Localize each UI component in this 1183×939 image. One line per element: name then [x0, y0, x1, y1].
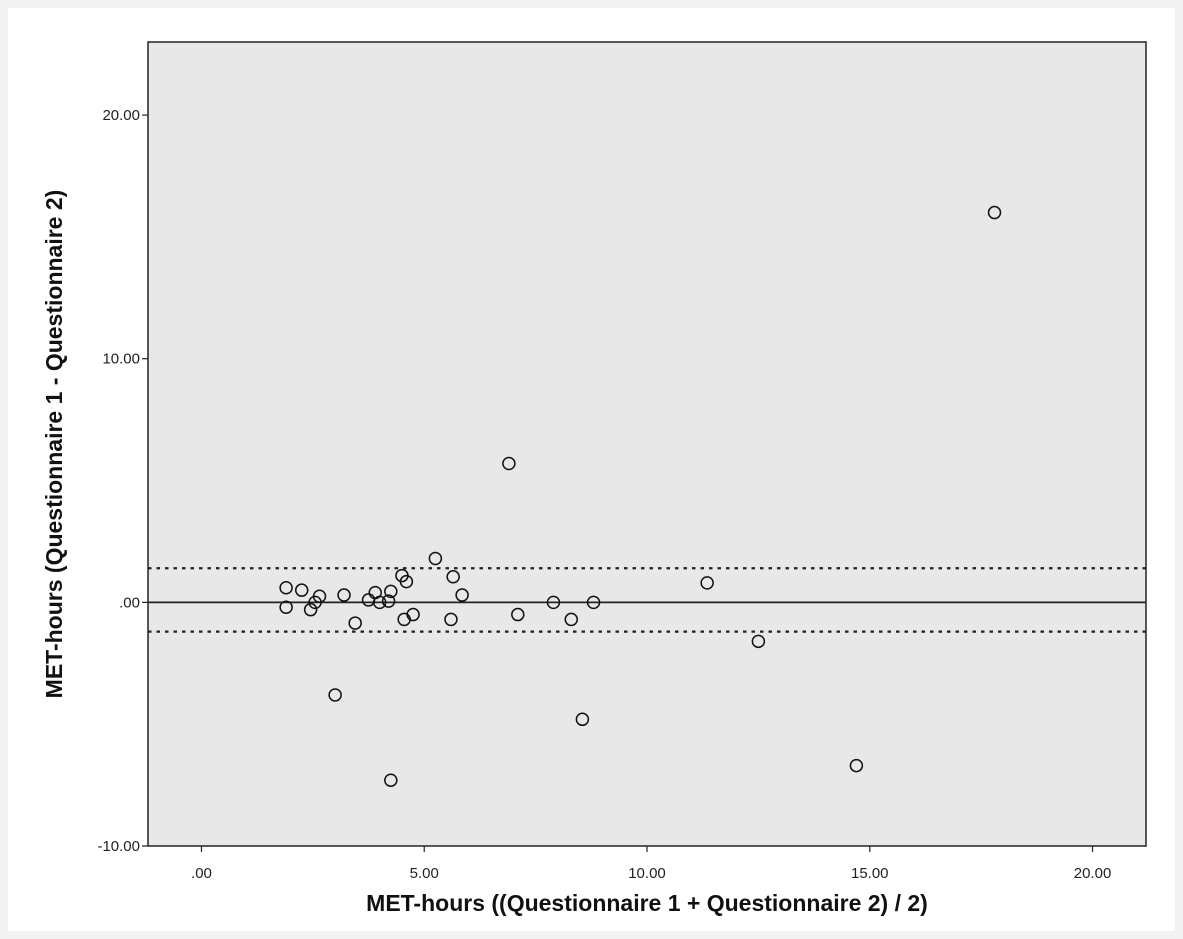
data-point	[328, 688, 342, 702]
data-point	[384, 773, 398, 787]
chart-frame: .00 5.00 10.00 15.00 20.00 -10.00 .00 10.00 20.…	[8, 8, 1175, 931]
x-tick-label: 20.00	[1074, 865, 1112, 882]
data-point	[406, 607, 420, 622]
data-point	[502, 456, 516, 471]
data-point	[444, 612, 458, 627]
data-point	[586, 595, 601, 610]
data-point	[575, 712, 590, 727]
y-tick-label: 20.00	[102, 107, 140, 124]
data-point	[428, 551, 443, 566]
data-point	[511, 607, 525, 622]
data-point	[279, 580, 293, 595]
data-point	[446, 570, 460, 584]
y-tick-label: -10.00	[97, 838, 140, 855]
data-point	[384, 584, 398, 599]
y-tick-label: 10.00	[102, 351, 140, 368]
data-point	[751, 634, 766, 649]
data-point	[546, 595, 561, 610]
data-point	[348, 616, 362, 630]
y-axis-title: MET-hours (Questionnaire 1 - Questionnai…	[41, 190, 67, 699]
data-point	[372, 595, 387, 610]
y-tick-label: .00	[119, 594, 140, 611]
x-tick-label: 15.00	[851, 865, 889, 882]
data-point	[700, 576, 714, 590]
plot-area	[147, 41, 1147, 847]
y-axis-ticks: -10.00 .00 10.00 20.00	[97, 107, 148, 855]
data-points	[279, 205, 1002, 787]
data-point	[849, 758, 864, 773]
data-point	[381, 594, 396, 608]
x-axis-ticks: .00 5.00 10.00 15.00 20.00	[191, 846, 1111, 882]
data-point	[564, 612, 579, 627]
x-tick-label: .00	[191, 865, 212, 882]
x-tick-label: 5.00	[410, 865, 439, 882]
x-axis-title: MET-hours ((Questionnaire 1 + Questionna…	[366, 890, 928, 916]
data-point	[279, 600, 293, 614]
reference-lines	[148, 567, 1146, 633]
bland-altman-scatter-plot: .00 5.00 10.00 15.00 20.00 -10.00 .00 10.00 20.…	[41, 41, 1147, 916]
x-tick-label: 10.00	[628, 865, 666, 882]
data-point	[294, 583, 309, 597]
data-point	[455, 588, 469, 602]
data-point	[312, 589, 327, 604]
data-point	[303, 602, 318, 617]
data-point	[337, 588, 351, 602]
data-point	[987, 205, 1002, 220]
data-point	[399, 574, 414, 589]
